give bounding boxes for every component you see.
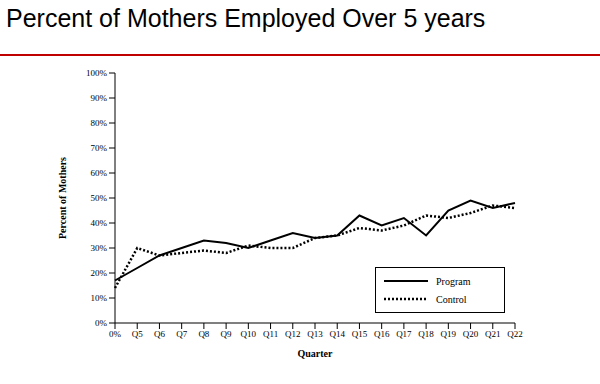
svg-text:Q18: Q18 [418,329,434,339]
svg-text:Q14: Q14 [329,329,345,339]
svg-text:Percent of Mothers: Percent of Mothers [57,157,68,239]
svg-text:Q7: Q7 [176,329,187,339]
svg-text:70%: 70% [91,143,108,153]
svg-text:Q11: Q11 [263,329,278,339]
html-text:Percent of Mothers Employed Ov: Percent of Mothers Employed Over 5 years [6,4,486,32]
svg-text:Q9: Q9 [221,329,232,339]
svg-text:Q6: Q6 [154,329,165,339]
svg-text:Q19: Q19 [441,329,457,339]
svg-text:100%: 100% [86,68,108,78]
html-text:Control: Control [436,293,467,305]
svg-text:50%: 50% [91,193,108,203]
svg-text:Q21: Q21 [485,329,501,339]
svg-text:Q10: Q10 [241,329,257,339]
svg-text:10%: 10% [91,293,108,303]
svg-text:Q12: Q12 [285,329,301,339]
svg-text:Q20: Q20 [463,329,479,339]
svg-text:30%: 30% [91,243,108,253]
svg-text:60%: 60% [91,168,108,178]
svg-text:80%: 80% [91,118,108,128]
svg-text:Q13: Q13 [307,329,323,339]
svg-text:Q22: Q22 [507,329,523,339]
svg-text:0%: 0% [95,318,108,328]
svg-text:Quarter: Quarter [298,348,334,359]
svg-text:90%: 90% [91,93,108,103]
svg-text:40%: 40% [91,218,108,228]
svg-text:Q16: Q16 [374,329,390,339]
svg-text:Q15: Q15 [352,329,368,339]
svg-text:Q8: Q8 [198,329,209,339]
svg-text:Q5: Q5 [132,329,143,339]
svg-text:20%: 20% [91,268,108,278]
svg-text:Q17: Q17 [396,329,412,339]
html-text:Program: Program [436,275,471,287]
svg-text:0%: 0% [109,329,122,339]
